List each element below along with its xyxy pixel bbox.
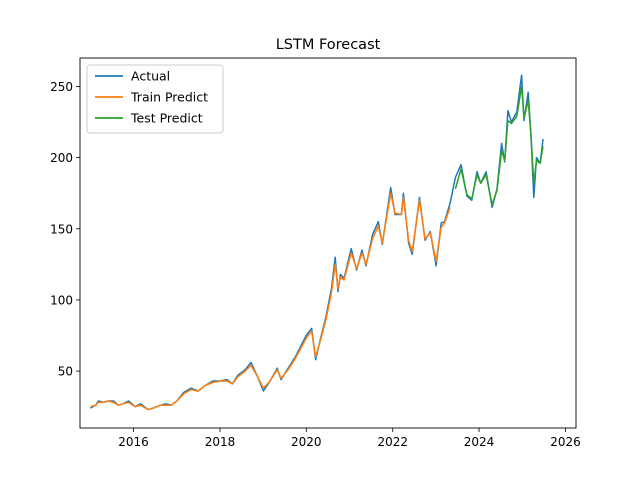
x-tick-label: 2022 (377, 435, 408, 449)
series-line-1 (90, 192, 451, 411)
x-tick-label: 2020 (291, 435, 322, 449)
y-axis: 50 100 150 200 250 (50, 80, 80, 379)
legend-items: Actual Train Predict Test Predict (95, 69, 208, 126)
series-line-2 (454, 85, 544, 206)
y-tick-label: 50 (58, 365, 73, 379)
legend: Actual Train Predict Test Predict (86, 64, 224, 134)
legend-label-0: Actual (131, 69, 170, 84)
plot-frame (79, 57, 577, 429)
legend-label-1: Train Predict (130, 90, 208, 105)
legend-label-2: Test Predict (130, 111, 203, 126)
x-tick-label: 2018 (205, 435, 236, 449)
x-tick-label: 2024 (464, 435, 495, 449)
y-tick-label: 250 (50, 80, 73, 94)
chart-title: LSTM Forecast (276, 37, 381, 53)
series-layer (90, 74, 544, 411)
x-tick-label: 2016 (118, 435, 149, 449)
x-tick-label: 2026 (550, 435, 581, 449)
legend-box (86, 64, 224, 134)
y-tick-label: 150 (50, 222, 73, 236)
x-axis: 2016 2018 2020 2022 2024 2026 (118, 428, 581, 449)
y-tick-label: 100 (50, 293, 73, 307)
y-tick-label: 200 (50, 151, 73, 165)
